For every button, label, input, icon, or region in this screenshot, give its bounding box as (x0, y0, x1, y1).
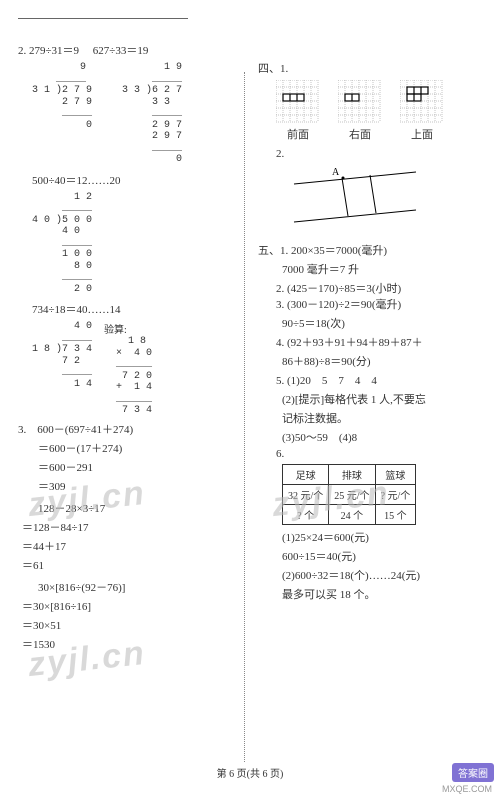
table-cell: 15 个 (375, 505, 416, 525)
check-734: 1 8 × 4 0 ______ 7 2 0 + 1 4 ______ 7 3 … (104, 336, 152, 417)
q3-s3-2: ＝30×51 (22, 617, 226, 633)
q6-s6a: (1)25×24＝600(元) (282, 529, 486, 545)
q4-sub2-label: 2. (276, 148, 486, 160)
q4-label: 四、1. (258, 60, 288, 76)
q3-s1-2: ＝600－291 (38, 459, 226, 475)
right-column: 四、1. 前面 (244, 30, 500, 770)
longdiv-279-31: 9 _____ 3 1 )2 7 9 2 7 9 _____ 0 (32, 62, 92, 166)
q4-row: 四、1. (258, 42, 486, 76)
longdiv-627-33: 1 9 _____ 3 3 )6 2 7 3 3 _____ 2 9 7 2 9… (122, 62, 182, 166)
check-wrap: 验算: 1 8 × 4 0 ______ 7 2 0 + 1 4 ______ … (104, 321, 152, 417)
q3-s2-0: 128－28×3÷17 (38, 500, 226, 516)
page-footer: 第 6 页(共 6 页) (0, 765, 500, 780)
q5-s5-label: 5. (276, 375, 284, 387)
q5-s5-1: 5. (1)20 5 7 4 4 (276, 372, 486, 388)
table-cell: ? 个 (283, 505, 329, 525)
q5-s6-label: 6. (276, 448, 486, 460)
longdiv-734-18: 4 0 _____ 1 8 )7 3 4 7 2 _____ 1 4 (32, 321, 92, 417)
q5-s3a: (300－120)÷2＝90(毫升) (287, 299, 401, 311)
q5-s4-label: 4. (276, 337, 284, 349)
q2-header: 2. 279÷31＝9 627÷33＝19 (18, 42, 226, 58)
q3-s3-0: 30×[816÷(92－76)] (38, 579, 226, 595)
q5-s3-label: 3. (276, 299, 284, 311)
table-cell: ? 元/个 (375, 485, 416, 505)
q5-s5-2b: 记标注数据。 (282, 410, 486, 426)
table-cell: 排球 (329, 465, 375, 485)
q6-table: 足球 排球 篮球 32 元/个 25 元/个 ? 元/个 ? 个 24 个 15… (282, 464, 416, 525)
grid-front-svg (276, 80, 320, 124)
q3-label: 3. (18, 424, 26, 436)
longdiv-500-40: 1 2 _____ 4 0 )5 0 0 4 0 _____ 1 0 0 8 0… (32, 192, 92, 296)
point-a-label: A (332, 167, 340, 178)
q5-s3: 3. (300－120)÷2＝90(毫升) (276, 296, 486, 312)
parallel-lines-svg: A (288, 166, 428, 236)
q5-s4a: (92＋93＋91＋94＋89＋87＋ (287, 337, 423, 349)
q5-s5-3: (3)50～59 (4)8 (282, 429, 486, 445)
grid-top: 上面 (400, 80, 444, 142)
q6-s6d: 最多可以买 18 个。 (282, 586, 486, 602)
q5-s2-text: (425－170)÷85＝3(小时) (287, 283, 401, 295)
q2-eq1: 279÷31＝9 (29, 45, 79, 57)
q5-s4: 4. (92＋93＋91＋94＋89＋87＋ (276, 334, 486, 350)
left-column: 2. 279÷31＝9 627÷33＝19 9 _____ 3 1 )2 7 9… (0, 30, 240, 770)
grid-right-label: 右面 (338, 126, 382, 142)
q6-s6b: 600÷15＝40(元) (282, 548, 486, 564)
table-cell: 32 元/个 (283, 485, 329, 505)
grid-front-label: 前面 (276, 126, 320, 142)
grid-top-svg (400, 80, 444, 124)
q5-s2-label: 2. (276, 283, 284, 295)
q3-s3-1: ＝30×[816÷16] (22, 598, 226, 614)
grid-right: 右面 (338, 80, 382, 142)
q2-eq4: 734÷18＝40……14 (32, 301, 226, 317)
table-row: ? 个 24 个 15 个 (283, 505, 416, 525)
table-row: 32 元/个 25 元/个 ? 元/个 (283, 485, 416, 505)
q3-header: 3. 600－(697÷41＋274) (18, 421, 226, 437)
q5-s1a: 200×35＝7000(毫升) (291, 245, 387, 257)
q5-label: 五、1. (258, 245, 288, 257)
q5-s5-2a: (2)[提示]每格代表 1 人,不要忘 (282, 391, 486, 407)
table-cell: 25 元/个 (329, 485, 375, 505)
table-cell: 24 个 (329, 505, 375, 525)
grid-front: 前面 (276, 80, 320, 142)
q5-s5-1-text: (1)20 5 7 4 4 (287, 375, 377, 387)
grid-top-label: 上面 (400, 126, 444, 142)
q3-s1-1: ＝600－(17＋274) (38, 440, 226, 456)
check-label: 验算: (104, 321, 152, 336)
q2-longdiv-row1: 9 _____ 3 1 )2 7 9 2 7 9 _____ 0 1 9 ___… (32, 62, 226, 166)
page: 2. 279÷31＝9 627÷33＝19 9 _____ 3 1 )2 7 9… (0, 30, 500, 770)
q3-s2-2: ＝44＋17 (22, 538, 226, 554)
q2-longdiv-row2: 1 2 _____ 4 0 )5 0 0 4 0 _____ 1 0 0 8 0… (32, 192, 226, 296)
q6-s6c: (2)600÷32＝18(个)……24(元) (282, 567, 486, 583)
q2-label: 2. (18, 45, 26, 57)
q2-longdiv-row3: 4 0 _____ 1 8 )7 3 4 7 2 _____ 1 4 验算: 1… (32, 321, 226, 417)
q5-s4b: 86＋88)÷8＝90(分) (282, 353, 486, 369)
q5-s1b: 7000 毫升＝7 升 (282, 261, 486, 277)
q5-s2: 2. (425－170)÷85＝3(小时) (276, 280, 486, 296)
q2-eq2: 627÷33＝19 (93, 45, 149, 57)
q3-s1-0: 600－(697÷41＋274) (37, 424, 133, 436)
q3-s3-3: ＝1530 (22, 636, 226, 652)
q5-s3b: 90÷5＝18(次) (282, 315, 486, 331)
q3-s2-3: ＝61 (22, 557, 226, 573)
q4-grids: 前面 右面 (276, 80, 486, 142)
grid-right-svg (338, 80, 382, 124)
top-rule (18, 18, 188, 19)
q3-s1-3: ＝309 (38, 478, 226, 494)
corner-watermark: MXQE.COM (442, 784, 492, 794)
column-divider (244, 72, 245, 762)
q3-s2-1: ＝128－84÷17 (22, 519, 226, 535)
table-row: 足球 排球 篮球 (283, 465, 416, 485)
q5-1: 五、1. 200×35＝7000(毫升) (258, 242, 486, 258)
corner-tag: 答案圈 (452, 763, 494, 782)
table-cell: 足球 (283, 465, 329, 485)
table-cell: 篮球 (375, 465, 416, 485)
q2-eq3: 500÷40＝12……20 (32, 172, 226, 188)
